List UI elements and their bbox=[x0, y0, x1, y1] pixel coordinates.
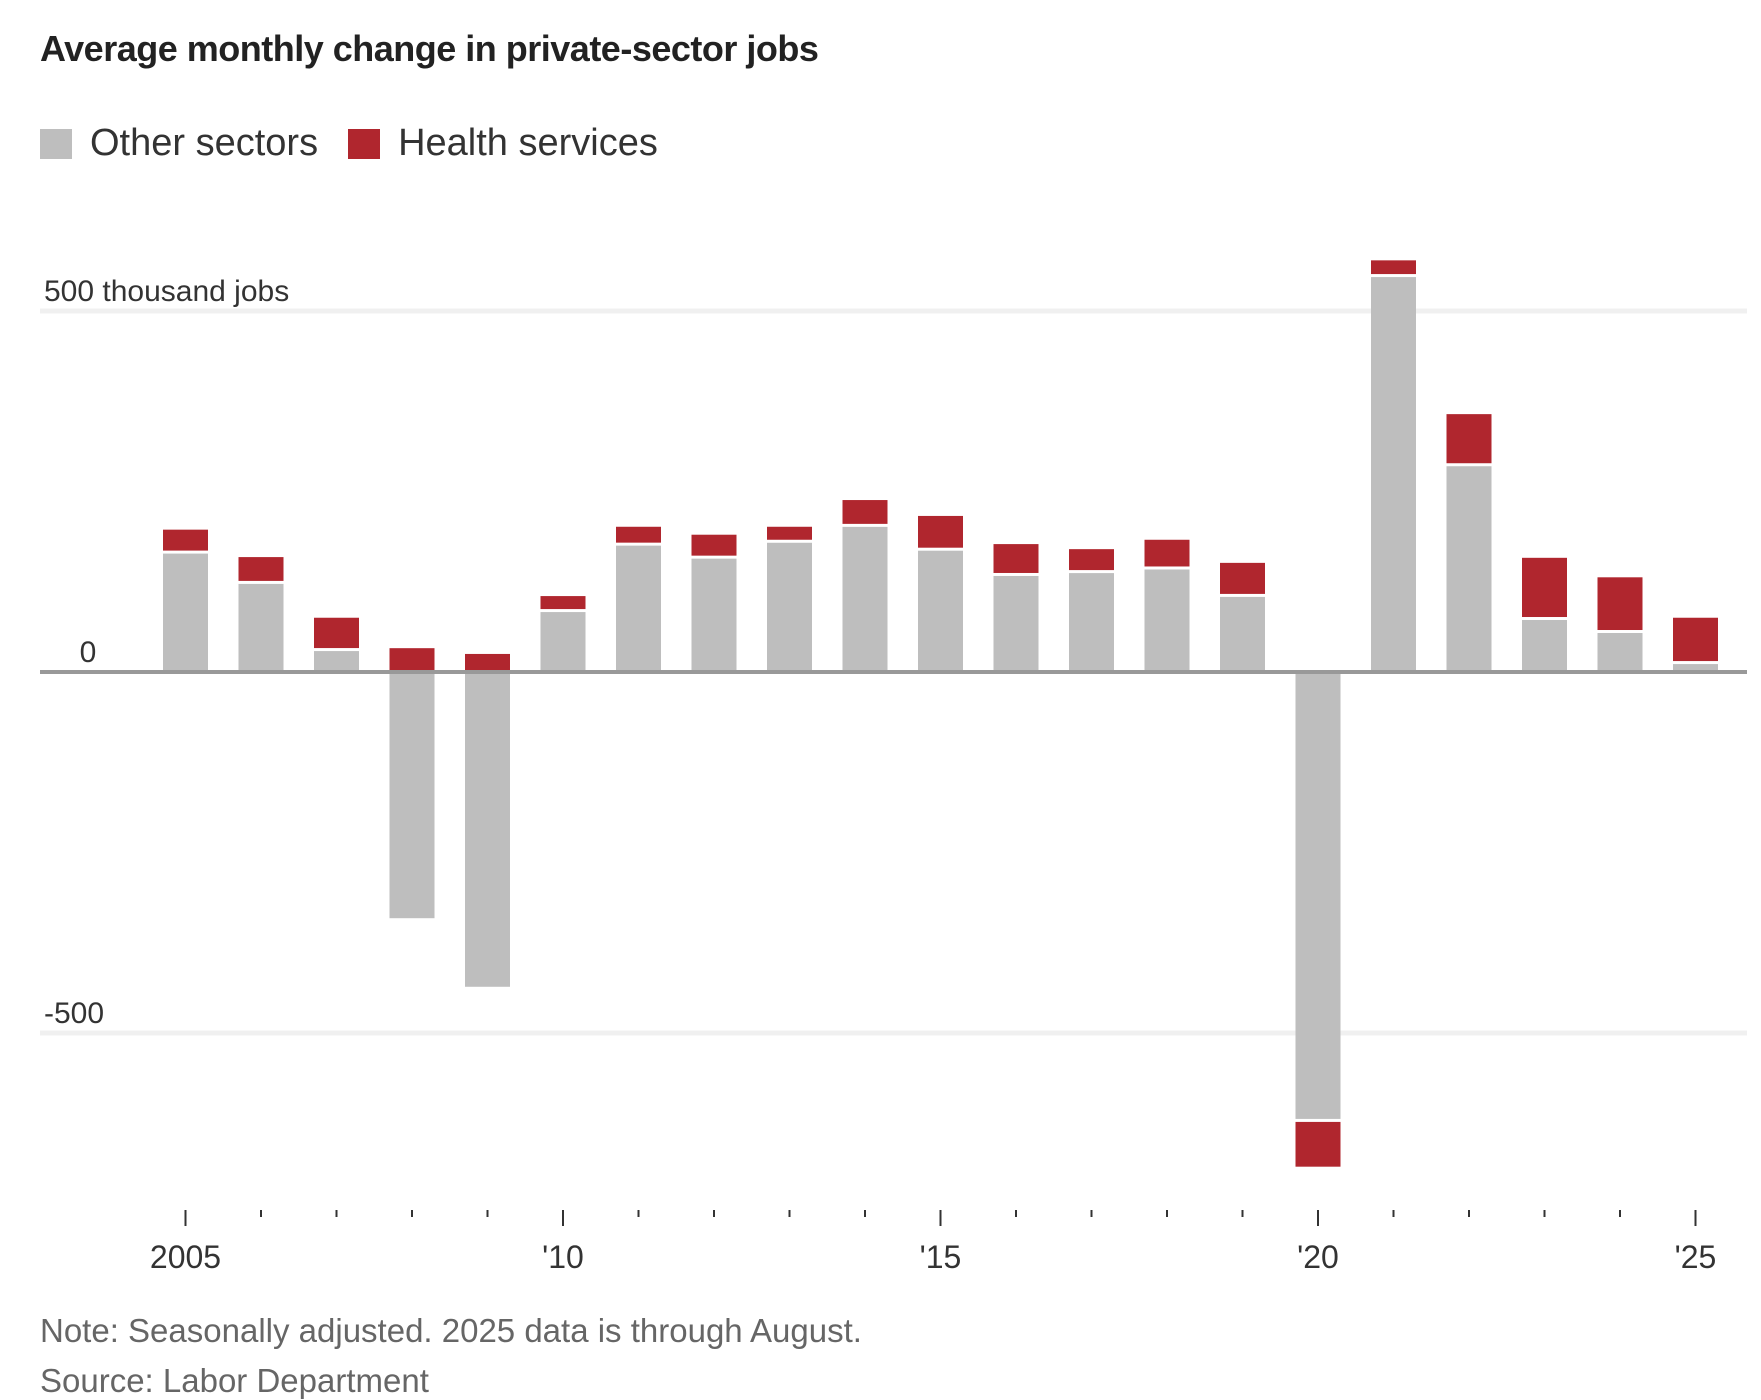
chart-source: Source: Labor Department bbox=[40, 1362, 429, 1399]
bar-stack bbox=[691, 534, 737, 672]
bar-stack bbox=[1371, 260, 1416, 672]
bar-stack bbox=[1597, 577, 1643, 672]
bar-health-services bbox=[616, 526, 661, 543]
bar-other-sectors bbox=[1144, 569, 1190, 672]
chart-title: Average monthly change in private-sector… bbox=[40, 28, 819, 69]
y-tick-label: -500 bbox=[44, 997, 104, 1030]
bar-other-sectors bbox=[1522, 620, 1567, 672]
bar-other-sectors bbox=[767, 542, 812, 672]
bar-health-services bbox=[918, 515, 963, 548]
bar-health-services bbox=[1446, 414, 1492, 464]
bar-other-sectors bbox=[1446, 466, 1492, 672]
bar-stack bbox=[1522, 557, 1567, 672]
bar-other-sectors bbox=[1295, 672, 1341, 1119]
legend-label-health-services: Health services bbox=[398, 122, 658, 164]
bar-health-services bbox=[1673, 617, 1718, 662]
y-tick-label: 500 thousand jobs bbox=[44, 275, 289, 308]
bar-health-services bbox=[1597, 577, 1643, 631]
gridlines bbox=[40, 308, 1747, 1036]
bar-health-services bbox=[540, 596, 586, 610]
bar-other-sectors bbox=[691, 558, 737, 672]
bar-stack bbox=[842, 500, 888, 672]
bar-other-sectors bbox=[918, 550, 963, 672]
bar-stack bbox=[389, 648, 435, 919]
bars bbox=[163, 260, 1718, 1167]
bar-stack bbox=[314, 617, 359, 672]
bar-health-services bbox=[1220, 562, 1265, 594]
bar-stack bbox=[1144, 539, 1190, 672]
bar-other-sectors bbox=[465, 672, 510, 987]
bar-stack bbox=[767, 526, 812, 672]
x-tick-label: '15 bbox=[920, 1239, 962, 1275]
bar-health-services bbox=[691, 534, 737, 556]
x-tick-label: 2005 bbox=[150, 1239, 221, 1275]
red-square-swatch-icon bbox=[348, 128, 381, 159]
bar-other-sectors bbox=[389, 672, 435, 919]
bar-stack bbox=[465, 653, 510, 987]
bar-health-services bbox=[1069, 549, 1114, 571]
bar-other-sectors bbox=[314, 651, 359, 672]
bar-other-sectors bbox=[993, 575, 1039, 672]
bar-other-sectors bbox=[1220, 596, 1265, 672]
bar-stack bbox=[993, 544, 1039, 672]
bar-health-services bbox=[163, 529, 208, 551]
bar-other-sectors bbox=[842, 526, 888, 672]
y-tick-labels: 500 thousand jobs 0 -500 bbox=[44, 275, 289, 1030]
bar-health-services bbox=[238, 557, 284, 581]
x-axis-ticks: 2005 '10 '15 '20 '25 bbox=[150, 1210, 1716, 1275]
bar-stack bbox=[918, 515, 963, 672]
bar-health-services bbox=[842, 500, 888, 524]
bar-health-services bbox=[1371, 260, 1416, 275]
bar-other-sectors bbox=[238, 583, 284, 672]
bar-health-services bbox=[767, 526, 812, 540]
x-tick-label: '10 bbox=[542, 1239, 584, 1275]
bar-other-sectors bbox=[1597, 633, 1643, 672]
bar-health-services bbox=[389, 648, 435, 672]
bar-stack bbox=[1295, 672, 1341, 1167]
bar-stack bbox=[1446, 414, 1492, 672]
bar-health-services bbox=[465, 653, 510, 672]
bar-other-sectors bbox=[1371, 277, 1416, 672]
bar-other-sectors bbox=[1069, 573, 1114, 672]
bar-stack bbox=[1220, 562, 1265, 672]
bar-stack bbox=[1069, 549, 1114, 672]
bar-other-sectors bbox=[540, 612, 586, 672]
bar-stack bbox=[616, 526, 661, 672]
bar-other-sectors bbox=[163, 553, 208, 672]
bar-health-services bbox=[1522, 557, 1567, 618]
y-tick-label: 0 bbox=[80, 636, 97, 669]
bar-other-sectors bbox=[616, 545, 661, 672]
bar-stack bbox=[540, 596, 586, 672]
bar-stack bbox=[1673, 617, 1718, 672]
legend-item-health-services: Health services bbox=[348, 122, 658, 165]
bar-health-services bbox=[993, 544, 1039, 573]
legend-label-other-sectors: Other sectors bbox=[90, 122, 319, 164]
bar-health-services bbox=[1144, 539, 1190, 567]
bar-other-sectors bbox=[1673, 664, 1718, 672]
x-tick-label: '20 bbox=[1297, 1239, 1339, 1275]
bar-health-services bbox=[1295, 1121, 1341, 1167]
bar-stack bbox=[238, 557, 284, 672]
legend-item-other-sectors: Other sectors bbox=[40, 122, 318, 165]
bar-stack bbox=[163, 529, 208, 672]
x-tick-label: '25 bbox=[1675, 1239, 1717, 1275]
bar-health-services bbox=[314, 617, 359, 649]
gray-square-swatch-icon bbox=[40, 128, 72, 159]
chart-note: Note: Seasonally adjusted. 2025 data is … bbox=[40, 1312, 862, 1349]
legend: Other sectors Health services bbox=[40, 122, 688, 165]
